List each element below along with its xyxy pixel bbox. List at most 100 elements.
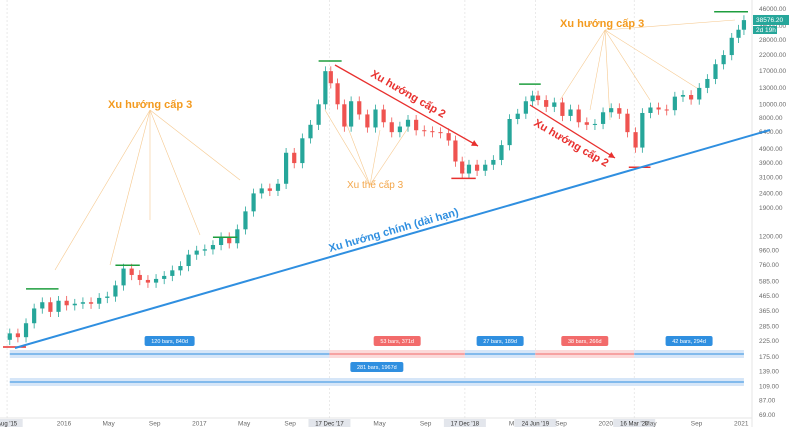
x-tick-label: Sep: [691, 421, 703, 427]
y-tick-label: 6400.00: [759, 129, 783, 136]
x-tick-label: Sep: [284, 421, 296, 427]
candle-body: [453, 140, 458, 162]
candle-body: [153, 278, 159, 283]
candle-body: [584, 122, 589, 125]
candle-body: [328, 71, 333, 84]
x-tick-label: Sep: [555, 421, 567, 427]
date-range-label: 38 bars, 266d: [568, 339, 602, 345]
x-tick-label: 2016: [57, 421, 72, 427]
y-tick-label: 465.00: [759, 293, 779, 300]
date-range-label-box: [665, 336, 713, 346]
candle-body: [170, 270, 175, 276]
annotation-text: Xu hướng chính (dài hạn): [328, 206, 461, 255]
candle-body: [243, 211, 248, 230]
date-range-label-box: [144, 336, 195, 346]
annotation-connector: [344, 119, 371, 186]
y-tick-label: 69.00: [759, 412, 776, 419]
x-tick-label: Sep: [149, 421, 161, 427]
candle-body: [80, 302, 86, 304]
trend-arrow: [334, 64, 479, 147]
annotation-text: Xu hướng cấp 2: [369, 68, 448, 121]
y-tick-label: 175.00: [759, 354, 779, 361]
y-tick-label: 8000.00: [759, 115, 783, 122]
candle-body: [741, 20, 747, 30]
x-tick-highlight: [514, 419, 557, 427]
candle-body: [32, 308, 37, 324]
y-tick-label: 4900.00: [759, 146, 783, 153]
candle-body: [292, 152, 297, 164]
candle-body: [405, 119, 411, 127]
y-tick-label: 365.00: [759, 308, 779, 315]
annotation-text: Xu hướng cấp 2: [532, 117, 611, 170]
annotation-connector: [369, 124, 411, 186]
y-tick-label: 28000.00: [759, 37, 786, 44]
candle-body: [56, 300, 61, 312]
candle-body: [705, 78, 710, 88]
y-tick-label: 46000.00: [759, 6, 786, 13]
candle-body: [113, 285, 118, 297]
candle-body: [373, 109, 378, 128]
candle-body: [515, 113, 520, 120]
candle-body: [414, 119, 419, 131]
candle-body: [656, 107, 661, 110]
candle-body: [592, 123, 598, 125]
y-tick-label: 139.00: [759, 368, 779, 375]
candle-body: [210, 245, 216, 250]
candle-body: [672, 96, 677, 111]
candle-body: [202, 249, 207, 251]
candle-body: [535, 95, 541, 101]
annotation-connector: [149, 109, 241, 181]
candle-body: [389, 122, 394, 133]
candle-body: [491, 159, 496, 165]
candle-body: [23, 323, 29, 338]
date-range-label: 120 bars, 840d: [151, 339, 188, 345]
candle-body: [7, 333, 12, 340]
date-range-label-box: [476, 336, 524, 346]
candle-body: [422, 130, 427, 132]
candle-body: [88, 302, 94, 304]
y-tick-label: 285.00: [759, 323, 779, 330]
x-tick-label: Sep: [420, 421, 432, 427]
x-tick-label: 17 Dec '17: [315, 422, 344, 427]
x-tick-label: May: [238, 421, 251, 427]
candle-body: [697, 87, 702, 100]
x-tick-label: 2020: [599, 421, 614, 427]
candle-body: [721, 55, 726, 65]
annotation-connector: [604, 19, 736, 31]
candle-body: [499, 145, 504, 160]
y-tick-label: 585.00: [759, 279, 779, 286]
y-tick-label: 22000.00: [759, 52, 786, 59]
candle-body: [474, 164, 480, 171]
x-tick-label: 2021: [734, 421, 749, 427]
candle-body: [466, 164, 472, 174]
candle-body: [300, 138, 305, 164]
candle-body: [349, 101, 354, 127]
y-tick-label: 109.00: [759, 383, 779, 390]
candle-body: [689, 95, 694, 100]
candle-body: [648, 107, 653, 113]
y-tick-label: 17000.00: [759, 68, 786, 75]
candle-body: [713, 64, 718, 79]
y-tick-label: 1900.00: [759, 205, 783, 212]
candle-body: [446, 133, 451, 141]
candle-body: [72, 303, 77, 306]
current-price-sub-label: 2d 19h: [756, 27, 776, 34]
candle-body: [365, 114, 370, 128]
annotation-connector: [604, 29, 701, 91]
candle-body: [275, 183, 281, 191]
y-tick-label: 87.00: [759, 398, 776, 405]
candle-body: [194, 250, 199, 255]
annotation-connector: [369, 129, 381, 186]
trend-arrow-head: [471, 140, 478, 146]
annotation-text: Xu hướng cấp 3: [560, 18, 644, 30]
current-price-label: 38576.20: [756, 17, 783, 24]
annotation-connector: [149, 109, 201, 236]
y-tick-label: 10000.00: [759, 101, 786, 108]
current-price-sub-badge: [753, 25, 777, 34]
candle-body: [218, 237, 224, 246]
annotation-connector: [604, 29, 651, 101]
x-tick-label: May: [103, 421, 116, 427]
date-range-label: 53 bars, 371d: [380, 339, 414, 345]
candle-body: [137, 274, 142, 280]
x-tick-highlight: [308, 419, 351, 427]
